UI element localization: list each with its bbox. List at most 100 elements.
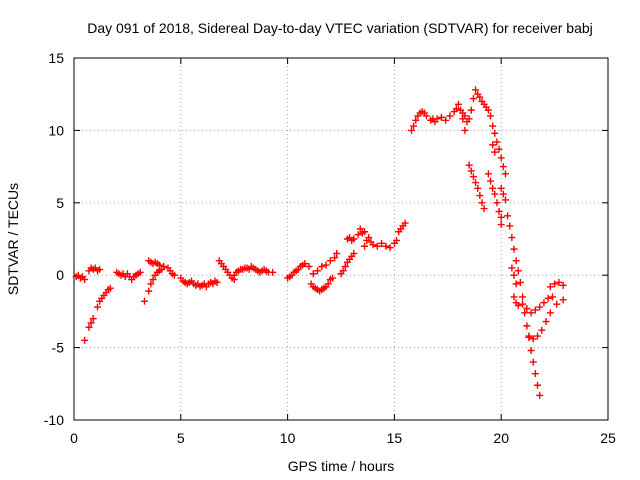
data-point bbox=[269, 268, 277, 276]
data-point bbox=[89, 315, 97, 323]
chart-title: Day 091 of 2018, Sidereal Day-to-day VTE… bbox=[87, 20, 593, 36]
data-point bbox=[476, 93, 484, 101]
data-point bbox=[378, 239, 386, 247]
data-point bbox=[529, 358, 537, 366]
data-point bbox=[314, 267, 322, 275]
data-point bbox=[538, 326, 546, 334]
data-point bbox=[407, 126, 415, 134]
data-point bbox=[356, 225, 364, 233]
y-tick-label: 10 bbox=[48, 122, 64, 138]
data-point bbox=[422, 112, 430, 120]
data-point bbox=[459, 115, 467, 123]
data-point bbox=[382, 242, 390, 250]
data-point bbox=[527, 309, 535, 317]
data-point bbox=[529, 335, 537, 343]
data-point bbox=[339, 267, 347, 275]
data-point bbox=[360, 228, 368, 236]
data-point bbox=[467, 106, 475, 114]
data-point bbox=[373, 242, 381, 250]
data-point bbox=[508, 234, 516, 242]
data-point bbox=[499, 163, 507, 171]
data-point bbox=[472, 86, 480, 94]
data-point bbox=[446, 112, 454, 120]
data-point bbox=[501, 170, 509, 178]
data-point bbox=[491, 190, 499, 198]
data-point bbox=[309, 270, 317, 278]
data-point bbox=[96, 265, 104, 273]
data-point bbox=[510, 293, 518, 301]
data-point bbox=[480, 205, 488, 213]
data-point bbox=[465, 161, 473, 169]
data-point bbox=[527, 346, 535, 354]
data-point bbox=[555, 278, 563, 286]
data-point bbox=[301, 260, 309, 268]
data-point bbox=[512, 257, 520, 265]
x-tick-label: 10 bbox=[280, 430, 296, 446]
data-point bbox=[140, 297, 148, 305]
x-tick-label: 0 bbox=[70, 430, 78, 446]
x-axis: 0 5 10 15 20 25 bbox=[70, 58, 616, 446]
data-point bbox=[525, 332, 533, 340]
data-point bbox=[499, 190, 507, 198]
data-point bbox=[85, 323, 93, 331]
data-point bbox=[393, 236, 401, 244]
data-point bbox=[497, 221, 505, 229]
data-point bbox=[136, 268, 144, 276]
data-point bbox=[145, 287, 153, 295]
data-point bbox=[476, 192, 484, 200]
data-point bbox=[493, 199, 501, 207]
data-point bbox=[410, 122, 418, 130]
x-tick-label: 20 bbox=[493, 430, 509, 446]
data-point bbox=[350, 249, 358, 257]
data-point bbox=[442, 116, 450, 124]
plot-frame bbox=[73, 57, 609, 421]
data-point bbox=[519, 300, 527, 308]
data-point bbox=[324, 280, 332, 288]
data-point bbox=[491, 129, 499, 137]
data-point bbox=[465, 115, 473, 123]
data-series bbox=[72, 86, 567, 399]
x-tick-label: 15 bbox=[387, 430, 403, 446]
data-point bbox=[548, 293, 556, 301]
y-axis: -10 -5 0 5 10 15 bbox=[44, 50, 608, 428]
data-point bbox=[534, 332, 542, 340]
data-point bbox=[510, 271, 518, 279]
data-point bbox=[536, 391, 544, 399]
data-point bbox=[516, 278, 524, 286]
data-point bbox=[504, 212, 512, 220]
y-tick-label: -5 bbox=[52, 340, 65, 356]
data-point bbox=[412, 116, 420, 124]
data-point bbox=[333, 249, 341, 257]
data-point bbox=[489, 122, 497, 130]
data-point bbox=[331, 254, 339, 262]
y-tick-label: 5 bbox=[56, 195, 64, 211]
data-point bbox=[559, 281, 567, 289]
data-point bbox=[149, 276, 157, 284]
data-point bbox=[491, 148, 499, 156]
data-point bbox=[551, 280, 559, 288]
data-point bbox=[484, 106, 492, 114]
data-point bbox=[93, 303, 101, 311]
data-point bbox=[521, 309, 529, 317]
data-point bbox=[497, 154, 505, 162]
grid-lines bbox=[74, 58, 608, 420]
data-point bbox=[350, 235, 358, 243]
y-axis-label: SDTVAR / TECUs bbox=[5, 183, 21, 295]
data-point bbox=[506, 222, 514, 230]
data-point bbox=[213, 278, 221, 286]
data-point bbox=[160, 263, 168, 271]
data-point bbox=[519, 293, 527, 301]
data-point bbox=[365, 234, 373, 242]
data-point bbox=[469, 95, 477, 103]
data-point bbox=[360, 242, 368, 250]
data-point bbox=[523, 305, 531, 313]
y-tick-label: 0 bbox=[56, 267, 64, 283]
data-point bbox=[318, 263, 326, 271]
data-point bbox=[546, 283, 554, 291]
data-point bbox=[510, 245, 518, 253]
data-point bbox=[452, 105, 460, 113]
data-point bbox=[508, 264, 516, 272]
data-point bbox=[512, 280, 520, 288]
data-point bbox=[467, 167, 475, 175]
